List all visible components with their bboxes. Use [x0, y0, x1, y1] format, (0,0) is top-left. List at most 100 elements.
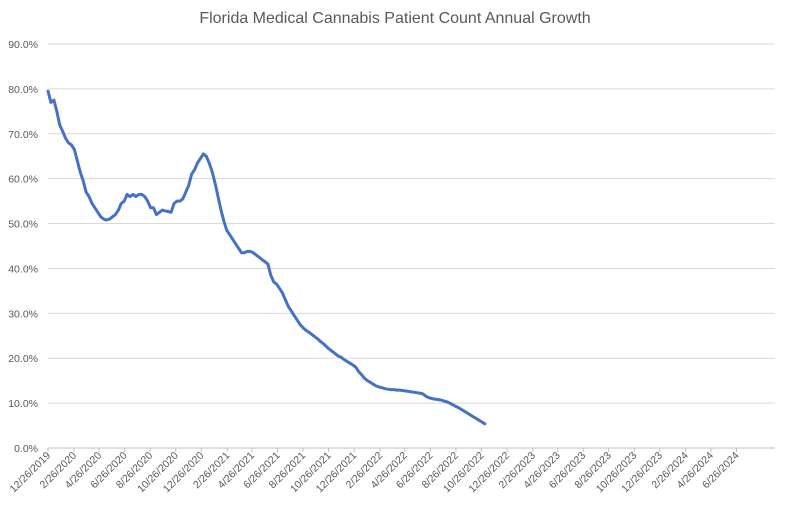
data-point [120, 202, 123, 205]
data-point [202, 152, 205, 156]
data-point [90, 202, 94, 205]
data-point [463, 410, 466, 413]
data-point [260, 258, 264, 261]
data-point [310, 333, 313, 336]
data-point [278, 287, 281, 290]
data-point [108, 217, 111, 221]
y-axis-ticks: 0.0% 10.0% 20.0% 30.0% 40.0% 50.0% 60.0% 70.0% 8… [8, 39, 38, 455]
data-point [339, 356, 343, 359]
data-point [169, 211, 173, 214]
data-point [460, 408, 463, 411]
y-tick-label: 0.0% [14, 443, 38, 455]
data-point [123, 199, 126, 203]
x-axis-ticks: 12/26/20192/26/20204/26/20206/26/20208/2… [7, 448, 742, 495]
data-point [216, 195, 220, 198]
data-point [64, 137, 67, 140]
data-point [357, 370, 360, 373]
data-point [386, 388, 390, 391]
data-point [466, 411, 469, 415]
data-point [436, 398, 440, 401]
data-point [454, 405, 457, 408]
data-point [263, 260, 267, 263]
data-point [395, 388, 398, 392]
data-point [433, 397, 437, 401]
data-point [313, 335, 316, 338]
data-point [363, 377, 366, 380]
data-point [477, 419, 481, 422]
data-point [348, 362, 352, 365]
y-tick-label: 40.0% [8, 263, 38, 275]
data-point [354, 366, 357, 369]
data-point [351, 363, 355, 367]
data-point [46, 89, 50, 93]
data-point [102, 217, 105, 221]
data-point [337, 354, 340, 358]
data-point [146, 199, 149, 203]
data-point [208, 161, 211, 165]
data-point [266, 262, 270, 266]
data-point [96, 211, 100, 214]
data-point [172, 202, 176, 205]
data-point [164, 209, 167, 213]
data-point [401, 389, 404, 392]
data-point [143, 195, 146, 198]
data-point [284, 298, 287, 302]
data-point [345, 360, 349, 363]
data-point [422, 392, 425, 396]
data-point [67, 141, 70, 144]
data-point [152, 206, 155, 209]
data-point [243, 251, 246, 254]
data-point [175, 199, 179, 203]
data-point [275, 283, 278, 286]
data-point [316, 337, 319, 341]
data-point [73, 148, 76, 151]
data-point [222, 220, 226, 223]
data-point [167, 210, 170, 213]
gridlines [48, 43, 775, 449]
data-point [301, 326, 305, 329]
data-point [407, 390, 410, 393]
data-point [448, 401, 451, 405]
data-point [322, 342, 325, 346]
data-point [419, 392, 422, 395]
data-point [430, 397, 434, 400]
data-point [158, 211, 161, 214]
data-point [187, 184, 190, 187]
data-point [140, 193, 143, 196]
data-point [389, 388, 393, 391]
data-point [87, 195, 91, 198]
data-point [480, 420, 484, 424]
data-point [319, 340, 322, 343]
data-point [410, 390, 413, 394]
data-point [427, 396, 431, 399]
data-point [234, 242, 237, 245]
data-point [125, 193, 129, 196]
data-point [483, 422, 486, 425]
data-point [442, 399, 445, 403]
data-point [79, 170, 82, 174]
data-point [55, 110, 58, 113]
data-point [439, 398, 442, 402]
data-point [296, 318, 299, 322]
data-point [240, 251, 243, 254]
data-point [331, 350, 334, 353]
y-tick-label: 20.0% [8, 353, 38, 365]
data-point [398, 388, 401, 392]
data-point [457, 406, 460, 409]
chart-title: Florida Medical Cannabis Patient Count A… [199, 10, 590, 27]
data-point [155, 213, 158, 216]
data-point [70, 143, 73, 147]
y-tick-label: 10.0% [8, 398, 38, 410]
data-point [93, 206, 97, 209]
data-point [269, 274, 272, 277]
data-point [181, 197, 184, 201]
data-point [304, 329, 308, 332]
data-point [416, 391, 419, 394]
data-point [257, 256, 261, 259]
data-point [281, 291, 284, 295]
data-point [49, 101, 53, 104]
data-point [445, 400, 448, 403]
y-tick-label: 60.0% [8, 174, 38, 186]
series-layer [46, 89, 487, 426]
